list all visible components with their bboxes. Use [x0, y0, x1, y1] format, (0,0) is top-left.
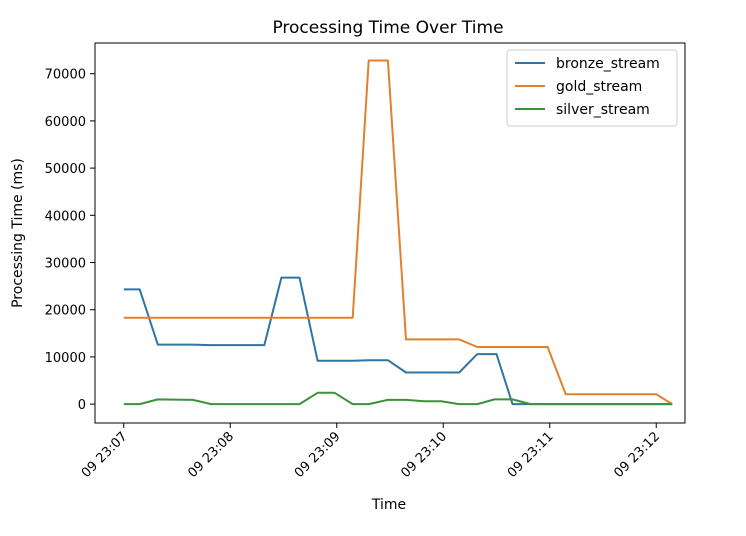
y-axis-ticks: 0 10000 20000 30000 40000 50000 60000 70000	[45, 68, 95, 413]
y-tick-label: 40000	[45, 209, 86, 224]
y-tick-label: 10000	[45, 351, 86, 366]
series-line-gold-stream	[123, 59, 673, 405]
legend-label-gold: gold_stream	[556, 79, 642, 95]
x-axis-title: Time	[371, 497, 406, 513]
y-tick-label: 70000	[45, 68, 86, 83]
series-line-silver-stream	[123, 391, 673, 406]
legend: bronze_stream gold_stream silver_stream	[506, 49, 678, 127]
legend-label-silver: silver_stream	[556, 102, 650, 118]
y-tick-label: 30000	[45, 257, 86, 272]
y-tick-label: 60000	[45, 115, 86, 130]
series-lines	[123, 59, 673, 406]
chart-title: Processing Time Over Time	[272, 18, 503, 38]
y-tick-label: 0	[78, 398, 86, 413]
y-tick-label: 50000	[45, 162, 86, 177]
y-axis-title: Processing Time (ms)	[10, 158, 26, 308]
plot-area-frame	[94, 42, 686, 424]
legend-label-bronze: bronze_stream	[556, 56, 660, 72]
y-tick-label: 20000	[45, 304, 86, 319]
legend-box	[506, 49, 678, 127]
